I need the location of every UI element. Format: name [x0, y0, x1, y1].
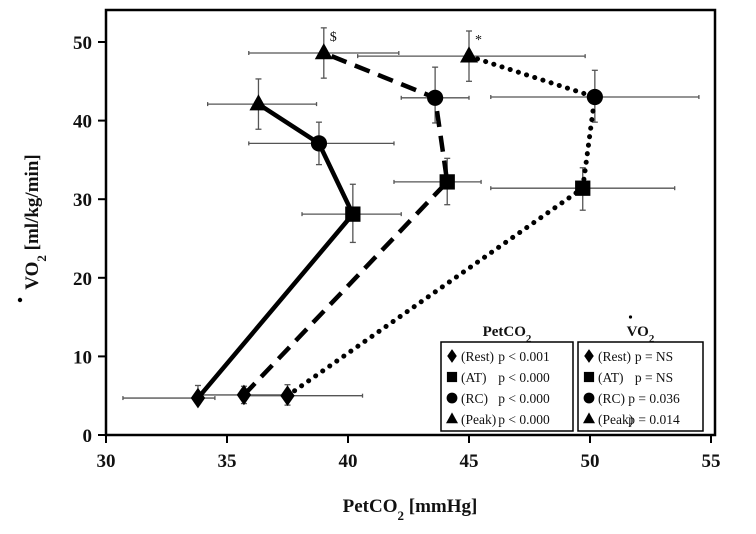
- y-tick-label: 20: [73, 269, 92, 290]
- legend-entry-rest: (Rest) p = NS: [584, 349, 673, 364]
- legend-stage-label: (Rest): [598, 349, 631, 364]
- marker-solid-at: [345, 206, 361, 222]
- legend-stage-label: (RC): [598, 391, 625, 406]
- legend-stage-label: (AT): [461, 370, 487, 385]
- marker-dotted-rest: [280, 385, 295, 407]
- y-tick-label: 0: [83, 426, 93, 447]
- legend-p-value: p < 0.000: [498, 370, 550, 385]
- legend-entry-rc: (RC) p = 0.036: [583, 391, 680, 406]
- marker-dashed-peak: [314, 43, 333, 60]
- legend-title-subscript: 2: [649, 333, 655, 345]
- y-tick-label: 10: [73, 347, 92, 368]
- legend-box: [440, 341, 574, 432]
- marker-solid-peak: [249, 94, 268, 111]
- y-axis-title-unit: [ml/kg/min]: [22, 154, 43, 255]
- x-axis-title-main: PetCO: [343, 496, 398, 517]
- x-tick-label: 35: [218, 451, 237, 472]
- legend-entry-rest: (Rest) p < 0.001: [447, 349, 550, 364]
- legend-box: [577, 341, 704, 432]
- marker-dotted-at: [575, 180, 591, 196]
- y-tick-label: 50: [73, 33, 92, 54]
- legend-marker-triangle-icon: [583, 412, 595, 424]
- legend-p-value: p < 0.000: [498, 391, 550, 406]
- x-tick-label: 30: [97, 451, 116, 472]
- series-line-dotted: [285, 53, 598, 399]
- x-tick-label: 50: [581, 451, 600, 472]
- legend-marker-diamond-icon: [584, 349, 594, 363]
- legend-p-value: p = 0.014: [628, 412, 680, 427]
- series-line-solid: [196, 102, 356, 400]
- legend-title: VO2: [627, 324, 655, 345]
- legend-p-value: p = NS: [635, 349, 673, 364]
- annotation-dotted-peak: *: [475, 33, 482, 48]
- x-axis-title-subscript: 2: [398, 508, 405, 523]
- legend-entry-at: (AT) p = NS: [583, 370, 673, 385]
- marker-dashed-rest: [236, 384, 252, 406]
- legend-vo2: VO2 (Rest) p = NS (AT) p = NS (RC) p = 0.036 (P…: [577, 315, 704, 432]
- x-tick-label: 45: [460, 451, 479, 472]
- error-bar-dashed-at: [393, 157, 482, 206]
- legend-stage-label: (Peak): [598, 412, 633, 427]
- legend-stage-label: (Rest): [461, 349, 494, 364]
- x-tick-label: 55: [702, 451, 721, 472]
- legend-marker-square-icon: [583, 371, 595, 383]
- legend-stage-label: (Peak): [461, 412, 496, 427]
- legend-marker-square-icon: [446, 371, 458, 383]
- legend-marker-triangle-icon: [446, 412, 458, 424]
- x-tick-label: 40: [339, 451, 358, 472]
- y-tick-label: 30: [73, 190, 92, 211]
- marker-dotted-rc: [586, 88, 603, 106]
- x-axis-title: PetCO2 [mmHg]: [343, 496, 478, 523]
- legend-title-main: PetCO: [483, 324, 526, 340]
- legend-entry-peak: (Peak) p < 0.000: [446, 412, 550, 427]
- legend-title-dot: [628, 315, 633, 319]
- legend-entry-at: (AT) p < 0.000: [446, 370, 550, 385]
- annotations: $ *: [330, 30, 482, 48]
- legends: PetCO2(Rest) p < 0.001(AT) p < 0.000(RC) p …: [440, 315, 704, 432]
- legend-p-value: p = NS: [635, 370, 673, 385]
- annotation-dashed-peak: $: [330, 30, 337, 45]
- legend-p-value: p < 0.001: [498, 349, 550, 364]
- data-markers: [190, 43, 603, 409]
- y-tick-label: 40: [73, 112, 92, 133]
- y-axis-title-subscript: 2: [34, 255, 49, 262]
- x-axis-title-unit: [mmHg]: [404, 496, 477, 517]
- legend-marker-circle-icon: [583, 392, 595, 404]
- y-axis-title: VO2 [ml/kg/min]: [22, 154, 49, 289]
- series-line-dashed: [242, 50, 450, 397]
- legend-title: PetCO2: [483, 324, 532, 345]
- legend-title-main: VO: [627, 324, 649, 340]
- y-axis-title-group: VO2 [ml/kg/min]: [17, 154, 49, 303]
- legend-marker-circle-icon: [446, 392, 458, 404]
- marker-solid-rest: [190, 387, 206, 409]
- y-axis-title-main: VO: [22, 262, 43, 290]
- legend-stage-label: (RC): [461, 391, 488, 406]
- y-axis-title-dot: [17, 297, 23, 303]
- legend-stage-label: (AT): [598, 370, 624, 385]
- plot-frame: [104, 8, 717, 437]
- legend-title-subscript: 2: [526, 333, 532, 345]
- legend-entry-rc: (RC) p < 0.000: [446, 391, 550, 406]
- legend-marker-diamond-icon: [447, 349, 457, 363]
- legend-p-value: p < 0.000: [498, 412, 550, 427]
- legend-entry-peak: (Peak)p = 0.014: [583, 412, 680, 427]
- marker-dashed-rc: [427, 89, 444, 106]
- marker-dotted-peak: [460, 46, 478, 63]
- marker-solid-rc: [310, 135, 328, 152]
- series-lines: [196, 50, 598, 400]
- marker-dashed-at: [439, 174, 455, 190]
- plot-border: [104, 8, 717, 437]
- legend-p-value: p = 0.036: [628, 391, 680, 406]
- legend-petco2: PetCO2 (Rest) p < 0.001 (AT) p < 0.000 (RC) p …: [440, 324, 574, 432]
